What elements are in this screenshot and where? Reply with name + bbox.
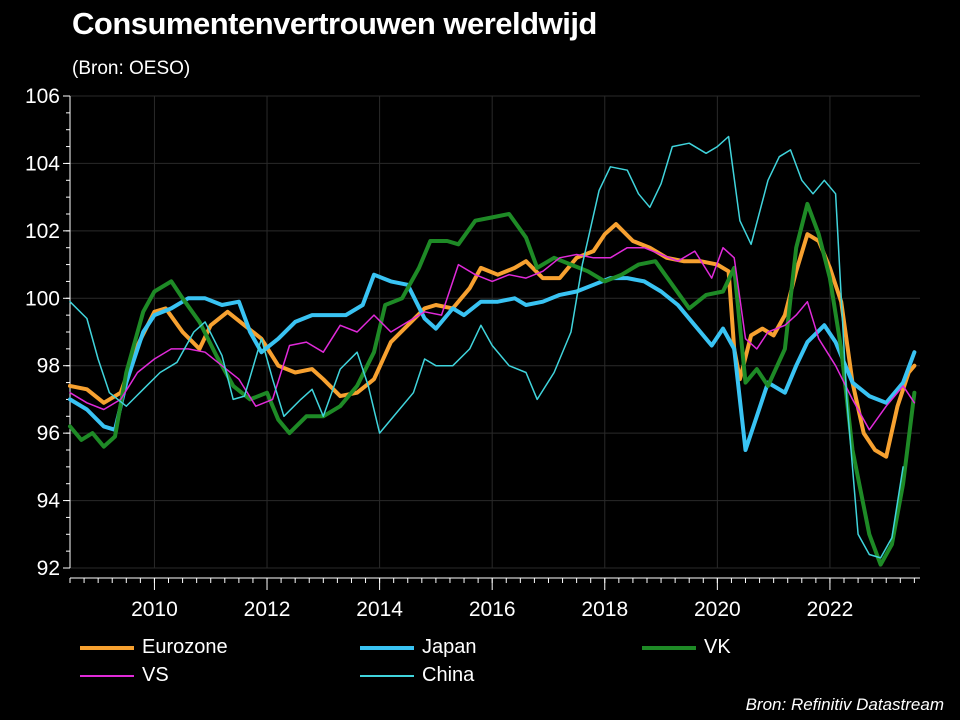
chart-title: Consumentenvertrouwen wereldwijd	[72, 6, 597, 41]
x-tick-label-2012: 2012	[244, 598, 291, 621]
legend-swatch-vs	[80, 674, 134, 677]
series-line-vs	[69, 246, 916, 431]
legend-swatch-vk	[642, 645, 696, 650]
legend-label-vk: VK	[704, 636, 731, 658]
x-tick-label-2020: 2020	[694, 598, 741, 621]
series-line-japan	[68, 272, 917, 452]
source-note: Bron: Refinitiv Datastream	[745, 695, 944, 714]
legend-label-japan: Japan	[422, 636, 477, 658]
y-tick-label-100: 100	[25, 287, 60, 310]
y-tick-label-104: 104	[25, 152, 60, 175]
y-tick-label-98: 98	[37, 355, 60, 378]
legend-swatch-china	[360, 674, 414, 677]
legend-item-vk: VK	[642, 636, 731, 659]
series-line-china	[69, 135, 904, 559]
legend-item-vs: VS	[80, 664, 169, 687]
series-line-eurozone	[68, 222, 917, 459]
y-tick-label-92: 92	[37, 557, 60, 580]
legend-item-china: China	[360, 664, 474, 687]
x-tick-label-2014: 2014	[356, 598, 403, 621]
chart-subtitle: (Bron: OESO)	[72, 58, 191, 79]
legend-label-vs: VS	[142, 664, 169, 686]
legend-item-eurozone: Eurozone	[80, 636, 228, 659]
legend-item-japan: Japan	[360, 636, 477, 659]
gridlines	[70, 95, 920, 569]
x-tick-label-2022: 2022	[807, 598, 854, 621]
series-line-vk	[68, 201, 917, 567]
legend-label-china: China	[422, 664, 475, 686]
y-tick-label-102: 102	[25, 220, 60, 243]
legend-swatch-japan	[360, 645, 414, 650]
x-tick-label-2010: 2010	[131, 598, 178, 621]
legend-label-eurozone: Eurozone	[142, 636, 228, 658]
y-tick-label-94: 94	[37, 490, 61, 513]
x-tick-label-2016: 2016	[469, 598, 516, 621]
x-tick-label-2018: 2018	[581, 598, 628, 621]
y-tick-label-106: 106	[25, 85, 60, 108]
y-tick-label-96: 96	[37, 422, 60, 445]
axes: 92 94 96 98 100 102 104 106 2010 2012 2014 2016 2018…	[25, 85, 920, 621]
legend-swatch-eurozone	[80, 645, 134, 650]
series-lines	[68, 135, 917, 567]
